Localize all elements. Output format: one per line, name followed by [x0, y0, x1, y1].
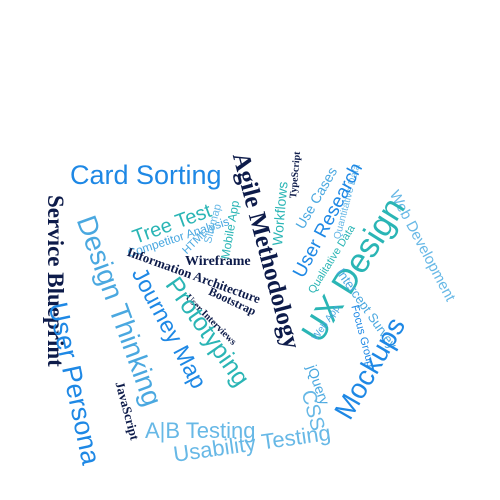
word-user-persona: User Persona	[42, 299, 107, 468]
word-wireframe: Wireframe	[185, 254, 251, 269]
word-mockups: Mockups	[328, 311, 412, 425]
word-workflows: Workflows	[269, 180, 291, 247]
word-ab-testing: A|B Testing	[145, 418, 256, 443]
word-card-sorting: Card Sorting	[70, 160, 222, 190]
word-typescript: TypeScript	[288, 151, 304, 199]
